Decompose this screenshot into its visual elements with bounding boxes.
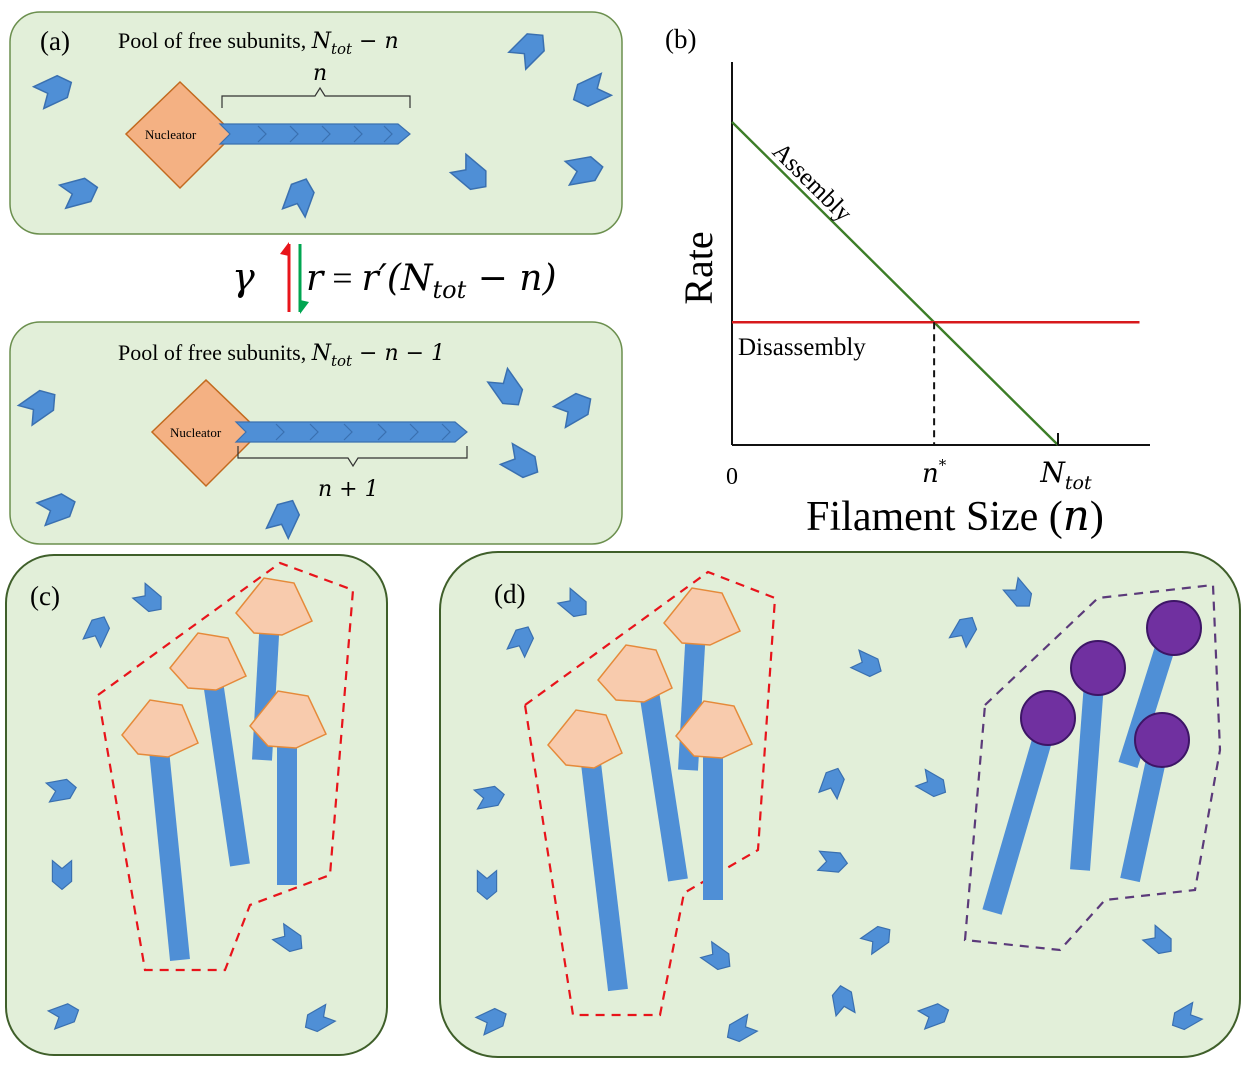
disassembly-series-label: Disassembly	[738, 334, 866, 361]
purple-cluster-boundary	[963, 583, 1222, 952]
n-label-bottom: n + 1	[318, 477, 379, 502]
panel-a-top: (a) Pool of free subunits, Ntot − n n Nu…	[9, 11, 623, 235]
panel-c: (c)	[5, 554, 388, 1056]
filament	[580, 753, 628, 992]
nucleator	[235, 577, 314, 636]
nucleator-diamond-top	[124, 80, 236, 190]
chart-series-layer	[731, 121, 1140, 446]
n-label-top: n	[313, 61, 327, 86]
gamma-symbol: γ	[232, 255, 255, 299]
y-axis-label: Rate	[676, 231, 721, 304]
filament	[1070, 669, 1105, 871]
rate-equation: r = r′(Ntot − n)	[306, 258, 557, 304]
n-bracket-top	[221, 86, 411, 108]
nucleator-label-top: Nucleator	[145, 127, 197, 142]
nucleator-diamond-bottom	[150, 378, 262, 488]
nucleator	[121, 699, 199, 758]
disassembly-arrow-head	[280, 242, 289, 256]
nucleated-filaments-c	[121, 577, 328, 961]
filament	[202, 673, 250, 867]
panel-a-pool-text: Pool of free subunits, Ntot − n	[118, 28, 399, 58]
nucleator	[249, 690, 328, 749]
capping-protein	[1146, 600, 1202, 656]
panel-c-background	[5, 554, 388, 1056]
panel-b-label: (b)	[665, 24, 696, 54]
panel-b-rate-chart: (b) Rate Assembly Disassembly 0 n* Ntot …	[665, 24, 1150, 540]
nucleator	[169, 632, 248, 691]
panel-a-label: (a)	[40, 26, 70, 56]
panel-c-label: (c)	[30, 581, 60, 611]
nucleated-filaments-d	[547, 587, 754, 992]
assembly-series-label: Assembly	[767, 138, 857, 228]
panel-d: (d)	[439, 551, 1241, 1058]
capping-protein	[1020, 690, 1076, 746]
filament	[638, 683, 688, 882]
nucleator	[663, 587, 742, 646]
series-line-assembly	[731, 121, 1059, 446]
x-tick-ntot: Ntot	[1039, 456, 1092, 494]
red-cluster-boundary	[96, 561, 355, 972]
capped-filaments-d	[982, 600, 1202, 915]
n-bracket-bottom	[237, 446, 468, 468]
panel-a2-pool-text: Pool of free subunits, Ntot − n − 1	[118, 340, 445, 370]
nucleator	[547, 709, 623, 769]
nucleator	[675, 700, 754, 759]
x-axis-label: Filament Size (n)	[806, 491, 1104, 540]
panel-d-background	[439, 551, 1241, 1058]
nucleator	[597, 644, 673, 703]
x-tick-zero: 0	[726, 464, 738, 490]
x-tick-nstar: n*	[922, 456, 947, 489]
panel-a-bottom: Pool of free subunits, Ntot − n − 1 Nucl…	[9, 321, 623, 545]
filament	[982, 717, 1058, 915]
filament-bottom	[234, 421, 468, 443]
filament	[148, 739, 190, 961]
assembly-arrow-head	[300, 300, 309, 314]
panel-d-label: (d)	[494, 579, 525, 609]
nucleator-label-bottom: Nucleator	[170, 425, 222, 440]
capping-protein	[1070, 640, 1126, 696]
capping-protein	[1134, 712, 1190, 768]
transition-equation: γ r = r′(Ntot − n)	[232, 242, 557, 314]
filament-top	[218, 123, 411, 145]
